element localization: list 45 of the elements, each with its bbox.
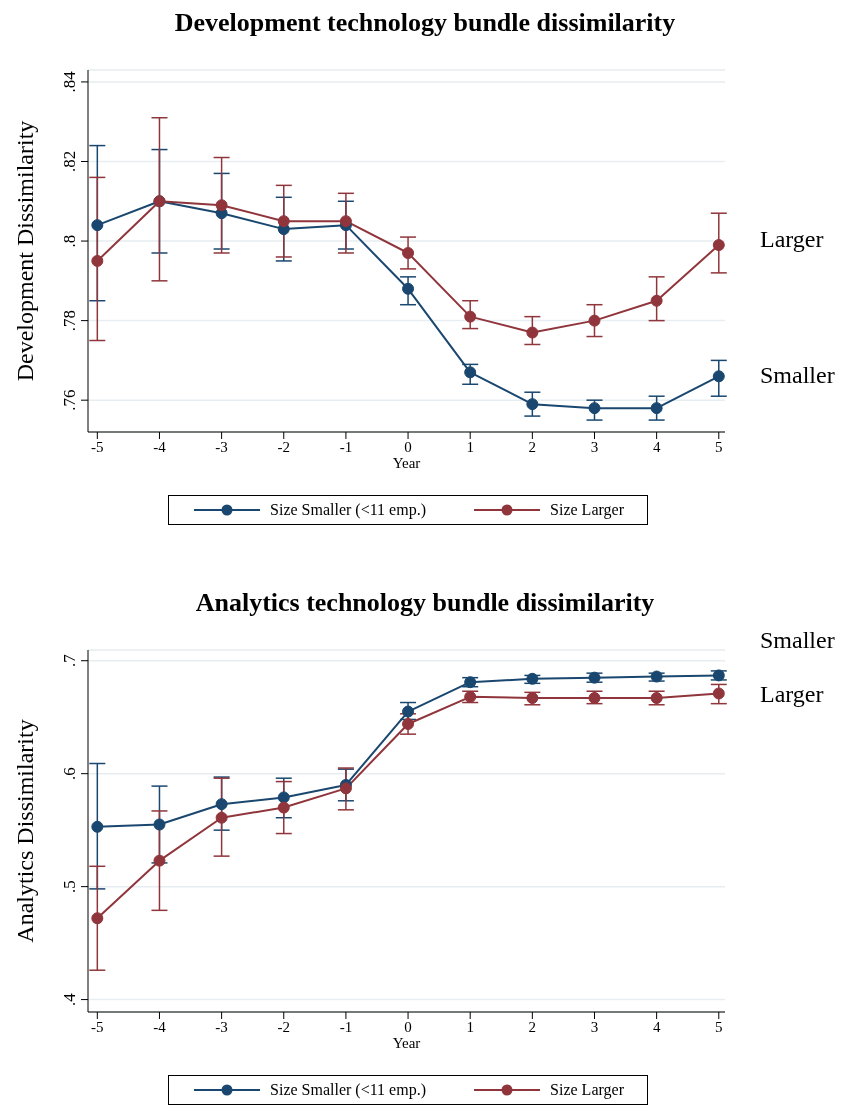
x-tick-label: -1 [339, 1018, 353, 1035]
x-axis-title: Year [392, 455, 421, 471]
x-tick-label: -4 [153, 1018, 167, 1035]
x-tick-label: 5 [715, 1018, 723, 1035]
y-tick-label: .6 [60, 767, 79, 781]
y-tick-label: .84 [60, 70, 79, 93]
x-tick-label: 4 [652, 1018, 661, 1035]
y-tick-label: .4 [60, 992, 79, 1006]
text: Larger [760, 681, 824, 708]
y-tick-label: .82 [60, 150, 79, 173]
y-tick-label: .7 [60, 653, 79, 668]
x-tick-label: -5 [91, 1018, 104, 1035]
x-tick-label: -3 [215, 1018, 228, 1035]
text: Smaller [760, 362, 835, 389]
x-tick-label: -2 [277, 1018, 291, 1035]
chart-title: Development technology bundle dissimilarity [173, 8, 677, 38]
x-tick-label: 2 [528, 1018, 537, 1035]
x-tick-label: 5 [715, 438, 723, 455]
y-tick-label: .5 [60, 880, 79, 893]
x-tick-label: 3 [590, 438, 599, 455]
legend-label: Size Smaller (<11 emp.) [270, 501, 426, 519]
x-tick-label: -2 [277, 438, 291, 455]
text: Larger [760, 226, 824, 253]
x-tick-label: -4 [153, 438, 167, 455]
text: Smaller [760, 627, 835, 654]
x-tick-label: -3 [215, 438, 228, 455]
x-axis-title: Year [392, 1035, 421, 1051]
x-tick-label: -1 [339, 438, 353, 455]
y-tick-label: .78 [60, 309, 79, 332]
x-tick-label: -5 [91, 438, 104, 455]
y-tick-label: .76 [60, 389, 79, 411]
x-tick-label: 0 [404, 1018, 412, 1035]
x-tick-label: 1 [466, 1018, 474, 1035]
x-tick-label: 3 [590, 1018, 599, 1035]
x-tick-label: 2 [528, 438, 537, 455]
y-axis-title: Development Dissimilarity [11, 120, 38, 382]
legend-label: Size Larger [550, 1081, 624, 1099]
y-tick-label: .8 [60, 234, 79, 248]
x-tick-label: 0 [404, 438, 412, 455]
y-axis-title: Analytics Dissimilarity [11, 719, 38, 943]
legend-label: Size Smaller (<11 emp.) [270, 1081, 426, 1099]
chart-title: Analytics technology bundle dissimilarity [194, 588, 656, 618]
x-tick-label: 1 [466, 438, 474, 455]
legend-label: Size Larger [550, 501, 624, 519]
x-tick-label: 4 [652, 438, 661, 455]
